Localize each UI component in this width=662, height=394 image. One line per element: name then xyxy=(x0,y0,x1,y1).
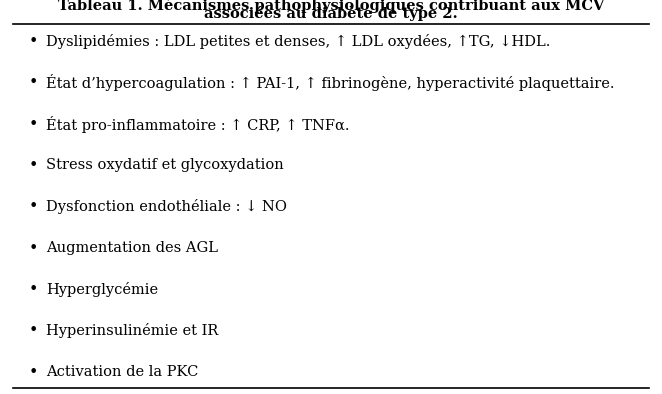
Text: •: • xyxy=(28,157,38,174)
Text: Tableau 1. Mécanismes pathophysiologiques contribuant aux MCV: Tableau 1. Mécanismes pathophysiologique… xyxy=(58,0,604,13)
Text: Activation de la PKC: Activation de la PKC xyxy=(46,365,199,379)
Text: Dysfonction endothéliale : ↓ NO: Dysfonction endothéliale : ↓ NO xyxy=(46,199,287,214)
Text: Dyslipidémies : LDL petites et denses, ↑ LDL oxydées, ↑TG, ↓HDL.: Dyslipidémies : LDL petites et denses, ↑… xyxy=(46,34,551,49)
Text: •: • xyxy=(28,33,38,50)
Text: État d’hypercoagulation : ↑ PAI-1, ↑ fibrinogène, hyperactivité plaquettaire.: État d’hypercoagulation : ↑ PAI-1, ↑ fib… xyxy=(46,74,615,91)
Text: •: • xyxy=(28,281,38,298)
Text: Hyperglycémie: Hyperglycémie xyxy=(46,282,158,297)
Text: Augmentation des AGL: Augmentation des AGL xyxy=(46,241,218,255)
Text: •: • xyxy=(28,198,38,216)
Text: État pro-inflammatoire : ↑ CRP, ↑ TNFα.: État pro-inflammatoire : ↑ CRP, ↑ TNFα. xyxy=(46,115,350,133)
Text: Stress oxydatif et glycoxydation: Stress oxydatif et glycoxydation xyxy=(46,158,284,173)
Text: •: • xyxy=(28,240,38,257)
Text: •: • xyxy=(28,322,38,340)
Text: •: • xyxy=(28,74,38,91)
Text: •: • xyxy=(28,115,38,133)
Text: associées au diabète de type 2.: associées au diabète de type 2. xyxy=(204,6,458,21)
Text: Hyperinsulinémie et IR: Hyperinsulinémie et IR xyxy=(46,323,218,338)
Text: •: • xyxy=(28,364,38,381)
